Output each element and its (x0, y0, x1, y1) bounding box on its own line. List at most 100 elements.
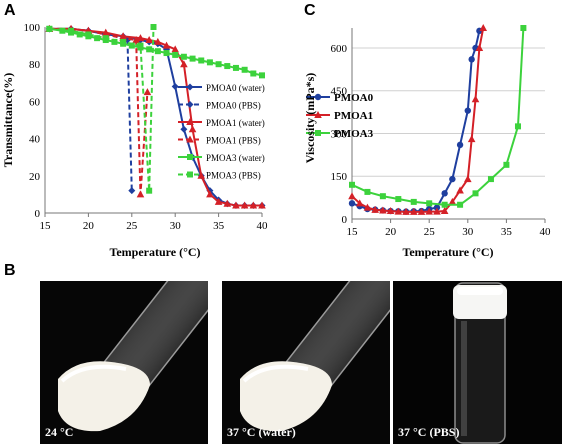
series-line (351, 27, 525, 206)
x-tick-label: 30 (170, 220, 182, 232)
x-tick-label: 35 (213, 220, 225, 232)
data-point (180, 53, 187, 60)
y-tick-label: 0 (35, 208, 41, 220)
x-tick-label: 35 (501, 226, 513, 238)
data-point (395, 196, 402, 203)
data-point (172, 51, 179, 58)
data-point (468, 56, 475, 63)
data-point (146, 46, 153, 53)
data-point (143, 88, 152, 96)
data-point (85, 31, 92, 38)
data-point (441, 190, 448, 197)
data-point (240, 201, 249, 209)
x-tick-label: 15 (347, 226, 359, 238)
y-tick-label: 40 (29, 134, 41, 146)
data-point (132, 36, 140, 44)
data-point (402, 207, 410, 215)
x-tick-label: 15 (40, 220, 52, 232)
panel-letter-a: A (4, 2, 16, 19)
legend-marker (314, 111, 322, 118)
data-point (487, 176, 494, 183)
data-point (171, 45, 179, 53)
data-point (180, 60, 188, 68)
data-point (111, 38, 118, 45)
x-tick-label: 25 (126, 220, 138, 232)
transmittance-chart: 0 20 40 60 80 100 15 20 25 30 35 40 PMOA0 (water) PM… (1, 22, 269, 259)
data-point (120, 38, 127, 45)
data-point (371, 205, 379, 213)
data-point (349, 181, 355, 188)
data-point (224, 63, 231, 70)
y-axis-label: Viscosity (mPa*s) (303, 73, 317, 164)
data-point (409, 207, 418, 215)
data-point (440, 207, 449, 215)
data-point (223, 199, 232, 207)
data-point (467, 135, 476, 143)
data-point (232, 201, 240, 209)
data-point (59, 27, 66, 34)
data-point (214, 197, 223, 205)
data-point (456, 141, 464, 149)
photo-37c-pbs: 37 °C (PBS) (393, 281, 562, 444)
data-point (146, 187, 153, 194)
photo-24c: 24 °C (40, 281, 208, 444)
legend-label: PMOA1 (334, 110, 373, 122)
data-point (102, 35, 109, 42)
data-point (136, 190, 145, 198)
photo-caption: 37 °C (water) (227, 425, 296, 439)
data-point (259, 72, 265, 79)
x-tick-label: 20 (83, 220, 95, 232)
data-point (348, 192, 356, 200)
data-point (136, 34, 145, 42)
legend-marker (186, 101, 194, 108)
x-axis-label: Temperature (°C) (402, 245, 493, 259)
y-tick-label: 0 (342, 214, 348, 226)
legend-label: PMOA1 (PBS) (206, 136, 261, 146)
data-point (425, 207, 433, 215)
data-point (171, 83, 179, 91)
data-point (154, 37, 162, 45)
data-point (363, 203, 372, 211)
photo-37c-water: 37 °C (water) (222, 281, 390, 444)
legend-label: PMOA3 (PBS) (206, 171, 261, 181)
data-point (426, 200, 433, 207)
data-point (475, 43, 484, 51)
data-point (471, 95, 480, 103)
data-point (145, 36, 153, 44)
data-point (215, 61, 222, 68)
data-point (503, 161, 510, 168)
data-point (206, 190, 214, 198)
x-tick-label: 40 (257, 220, 269, 232)
x-tick-label: 20 (385, 226, 397, 238)
x-tick-label: 40 (540, 226, 552, 238)
data-point (232, 64, 239, 71)
legend-label: PMOA0 (PBS) (206, 101, 261, 111)
x-tick-label: 30 (462, 226, 474, 238)
data-point (163, 50, 170, 57)
y-tick-label: 300 (331, 128, 348, 140)
legend-marker (187, 154, 193, 160)
y-axis-label: Transmittance(%) (1, 73, 15, 167)
data-point (448, 197, 457, 205)
data-point (355, 199, 364, 207)
data-point (456, 186, 464, 194)
y-tick-label: 150 (331, 171, 348, 183)
data-point (520, 25, 527, 31)
photo-caption: 37 °C (PBS) (398, 425, 460, 439)
y-tick-label: 600 (331, 43, 348, 55)
data-point (394, 207, 403, 215)
data-point (364, 188, 371, 195)
data-point (441, 201, 448, 208)
data-point (150, 24, 157, 30)
legend-label: PMOA0 (334, 92, 374, 104)
data-point (198, 57, 205, 64)
legend-marker (314, 93, 322, 101)
legend-marker (186, 135, 194, 143)
data-point (94, 35, 101, 42)
panel-letter-b: B (4, 262, 16, 279)
data-point (258, 201, 266, 209)
data-point (68, 27, 75, 34)
viscosity-chart: 0 150 300 450 600 15 20 25 30 35 40 PMOA0 PMOA1 PMOA… (303, 24, 552, 259)
legend-marker (186, 118, 194, 125)
legend-label: PMOA0 (water) (206, 83, 265, 93)
